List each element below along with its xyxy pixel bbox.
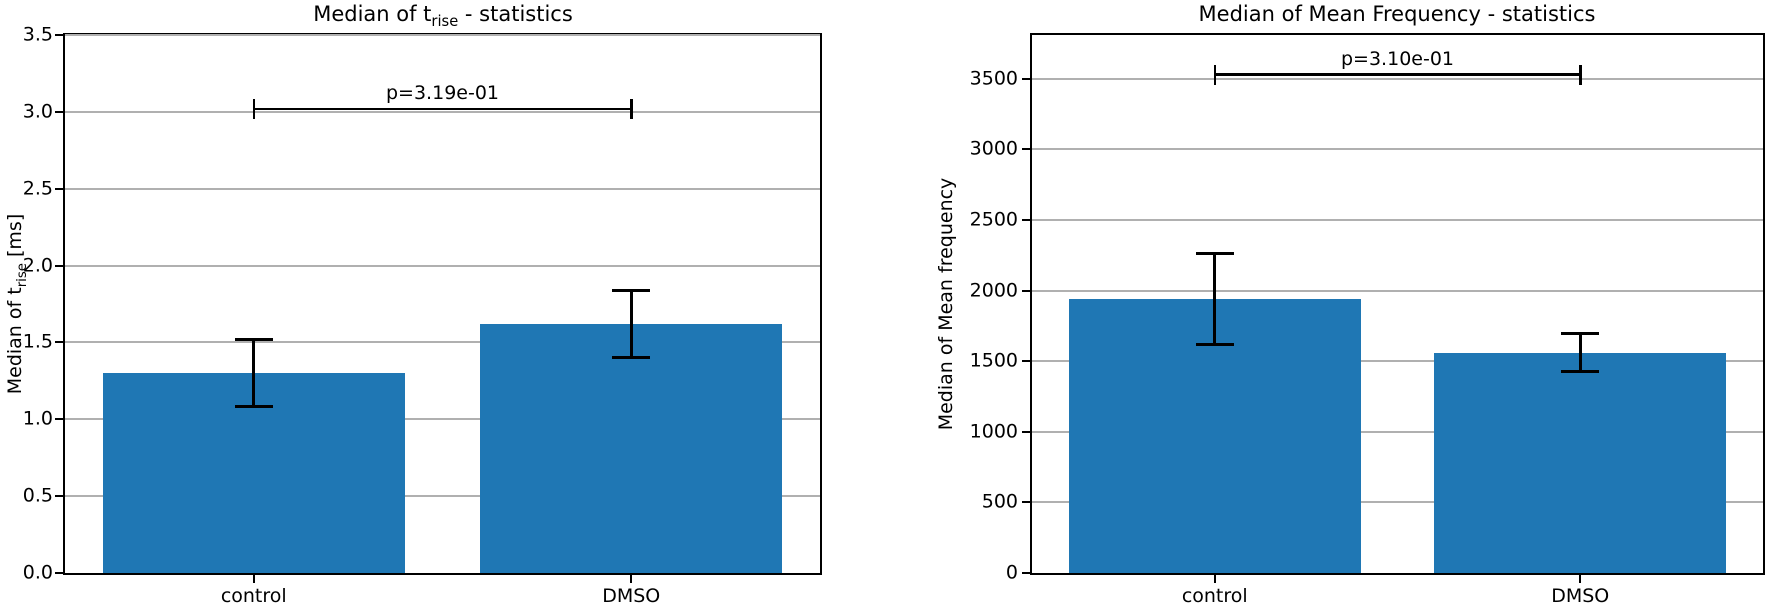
chart-title-text: Median of Mean Frequency - statistics (1198, 2, 1596, 26)
bar-DMSO (480, 323, 783, 573)
gridline (65, 110, 820, 113)
y-tick-mark (1022, 501, 1030, 504)
chart-title-text: Median of t (313, 2, 432, 26)
y-tick-label: 0 (1005, 561, 1018, 584)
y-tick-mark (55, 110, 63, 113)
y-tick-label: 3.5 (22, 23, 53, 46)
x-tick-mark (252, 575, 255, 583)
y-tick-mark (1022, 430, 1030, 433)
gridline (65, 34, 820, 36)
gridline (1032, 148, 1763, 151)
error-bar-cap (1195, 252, 1234, 256)
x-tick-mark (1579, 575, 1582, 583)
y-tick-mark (55, 341, 63, 344)
error-bar-DMSO (629, 290, 633, 358)
y-tick-label: 500 (981, 490, 1018, 513)
y-tick-mark (1022, 289, 1030, 292)
y-tick-label: 1.0 (22, 407, 53, 430)
x-tick-mark (1213, 575, 1216, 583)
y-tick-mark (1022, 572, 1030, 574)
error-bar-cap (612, 356, 651, 360)
chart-median-mean-frequency: Median of Mean Frequency - statistics Me… (885, 0, 1769, 607)
x-tick-label-DMSO: DMSO (1551, 585, 1610, 607)
error-bar-control (1213, 253, 1217, 345)
error-bar-control (252, 339, 256, 407)
x-tick-mark (630, 575, 633, 583)
gridline (65, 264, 820, 267)
error-bar-cap (612, 288, 651, 292)
error-bar-cap (234, 337, 273, 341)
chart-median-trise: Median of trise - statistics Median of t… (0, 0, 884, 607)
y-tick-mark (55, 34, 63, 36)
y-tick-label: 2.0 (22, 254, 53, 277)
gridline (65, 418, 820, 421)
error-bar-cap (1195, 342, 1234, 346)
gridline (1032, 77, 1763, 80)
chart-title-subscript: rise (431, 13, 459, 31)
significance-bracket-cap (630, 98, 633, 119)
y-tick-label: 3000 (969, 137, 1018, 160)
y-tick-mark (1022, 77, 1030, 80)
gridline (65, 187, 820, 190)
y-tick-mark (55, 572, 63, 574)
error-bar-cap (234, 405, 273, 409)
y-tick-label: 1500 (969, 349, 1018, 372)
y-tick-mark (55, 264, 63, 267)
y-tick-mark (1022, 360, 1030, 363)
significance-bracket (253, 107, 632, 111)
y-tick-label: 3500 (969, 67, 1018, 90)
gridline (1032, 289, 1763, 292)
x-tick-label-control: control (1181, 585, 1248, 607)
gridline (1032, 360, 1763, 363)
y-axis-label: Median of trise [ms] (4, 214, 30, 395)
y-tick-label: 2000 (969, 279, 1018, 302)
gridline (65, 341, 820, 344)
plot-area: p=3.10e-01 (1030, 33, 1765, 575)
error-bar-DMSO (1578, 333, 1582, 372)
gridline (65, 495, 820, 498)
gridline (1032, 430, 1763, 433)
x-tick-label-control: control (220, 585, 287, 607)
y-tick-mark (1022, 218, 1030, 221)
significance-bracket-cap (252, 98, 255, 119)
x-tick-label-DMSO: DMSO (602, 585, 661, 607)
y-tick-label: 2500 (969, 208, 1018, 231)
y-tick-label: 0.0 (22, 561, 53, 584)
y-tick-label: 1.5 (22, 330, 53, 353)
bar-DMSO (1434, 352, 1727, 573)
y-tick-label: 3.0 (22, 100, 53, 123)
y-tick-label: 2.5 (22, 177, 53, 200)
significance-bracket (1214, 73, 1581, 76)
chart-title: Median of trise - statistics (313, 2, 573, 30)
significance-bracket-cap (1213, 64, 1216, 85)
error-bar-cap (1561, 370, 1600, 374)
p-value-label: p=3.10e-01 (1340, 47, 1455, 70)
y-tick-mark (55, 418, 63, 421)
y-tick-mark (1022, 148, 1030, 151)
significance-bracket-cap (1579, 64, 1582, 85)
gridline (1032, 501, 1763, 504)
chart-title: Median of Mean Frequency - statistics (1199, 2, 1596, 30)
y-tick-mark (55, 187, 63, 190)
chart-title-text: - statistics (458, 2, 573, 26)
y-tick-label: 0.5 (22, 484, 53, 507)
y-tick-label: 1000 (969, 420, 1018, 443)
p-value-label: p=3.19e-01 (385, 81, 500, 104)
plot-area: p=3.19e-01 (63, 33, 822, 575)
gridline (1032, 218, 1763, 221)
y-tick-mark (55, 495, 63, 498)
error-bar-cap (1561, 332, 1600, 336)
